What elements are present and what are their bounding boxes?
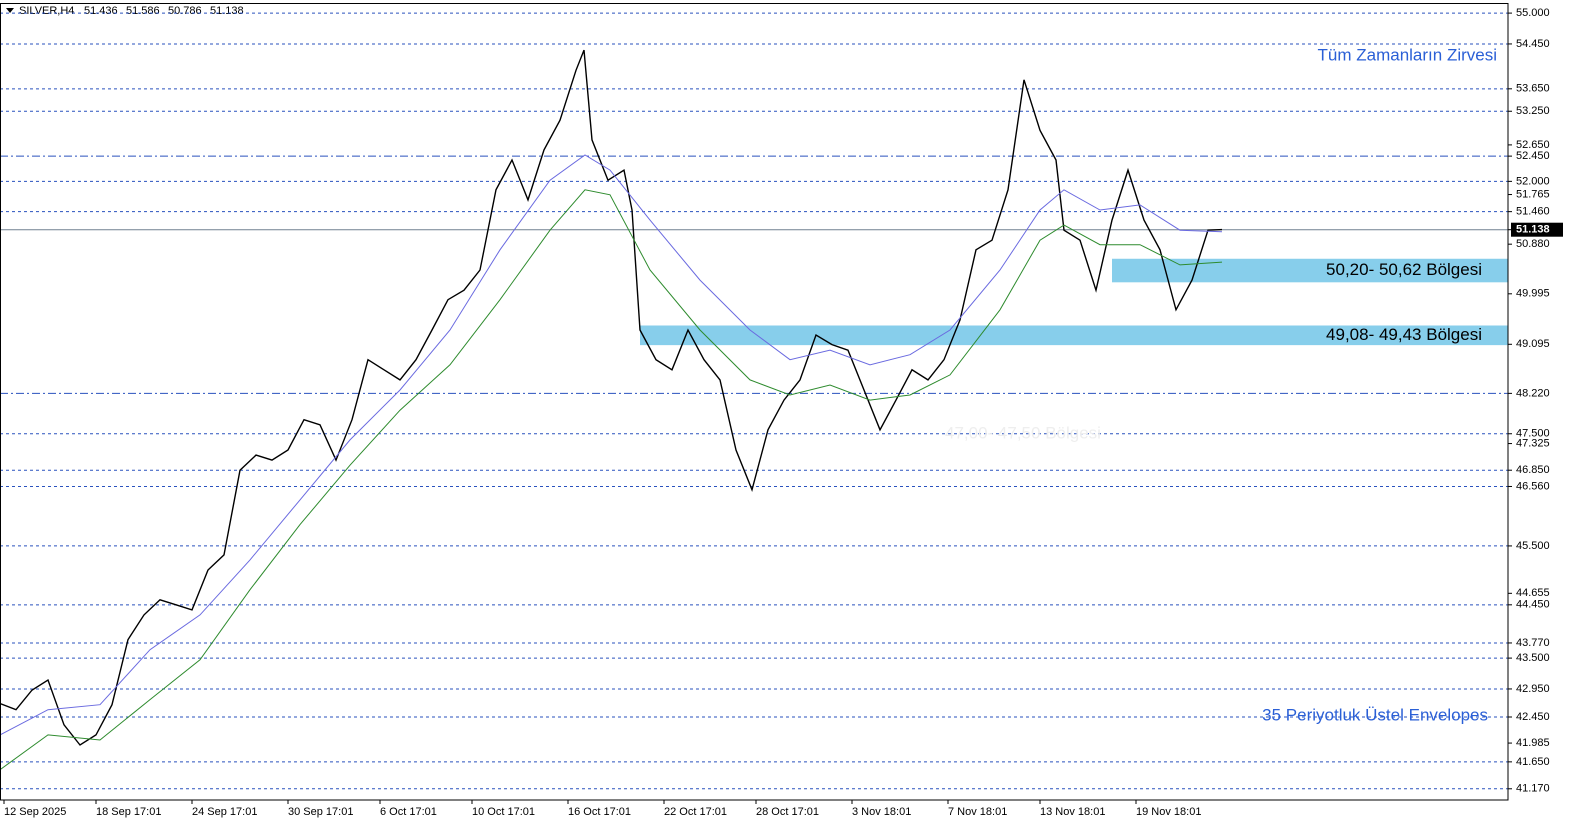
y-tick-label: 47.500 bbox=[1516, 428, 1550, 440]
chart-title: SILVER,H4 bbox=[19, 5, 74, 17]
y-tick-label: 49.995 bbox=[1516, 288, 1550, 300]
x-tick-label: 22 Oct 17:01 bbox=[664, 806, 727, 818]
y-tick-label: 42.950 bbox=[1516, 683, 1550, 695]
collapse-arrow bbox=[6, 8, 14, 13]
ohlc-value: 51.138 bbox=[210, 5, 244, 17]
y-tick-label: 53.250 bbox=[1516, 105, 1550, 117]
x-tick-label: 28 Oct 17:01 bbox=[756, 806, 819, 818]
y-tick-label: 51.460 bbox=[1516, 206, 1550, 218]
price-line-series bbox=[0, 49, 1223, 746]
y-tick-label: 55.000 bbox=[1516, 7, 1550, 19]
y-tick-label: 44.655 bbox=[1516, 587, 1550, 599]
y-tick-label: 45.500 bbox=[1516, 540, 1550, 552]
current-price-box bbox=[1511, 222, 1563, 237]
y-tick-label: 49.095 bbox=[1516, 338, 1550, 350]
zone bbox=[1112, 258, 1508, 283]
x-tick-label: 12 Sep 2025 bbox=[4, 806, 66, 818]
y-tick-label: 54.450 bbox=[1516, 38, 1550, 50]
y-tick-label: 46.560 bbox=[1516, 480, 1550, 492]
x-tick-label: 7 Nov 18:01 bbox=[948, 806, 1007, 818]
y-tick-label: 53.650 bbox=[1516, 83, 1550, 95]
x-tick-label: 30 Sep 17:01 bbox=[288, 806, 353, 818]
x-tick-label: 16 Oct 17:01 bbox=[568, 806, 631, 818]
y-tick-label: 46.850 bbox=[1516, 464, 1550, 476]
y-tick-label: 42.450 bbox=[1516, 711, 1550, 723]
ohlc-value: 51.586 bbox=[126, 5, 160, 17]
zone-label: 50,20- 50,62 Bölgesi bbox=[1326, 260, 1482, 279]
price-line-series bbox=[0, 189, 1223, 771]
y-tick-label: 41.985 bbox=[1516, 737, 1550, 749]
y-tick-label: 51.765 bbox=[1516, 188, 1550, 200]
y-tick-label: 44.450 bbox=[1516, 599, 1550, 611]
y-tick-label: 52.650 bbox=[1516, 139, 1550, 151]
x-tick-label: 10 Oct 17:01 bbox=[472, 806, 535, 818]
y-tick-label: 48.220 bbox=[1516, 387, 1550, 399]
y-tick-label: 47.325 bbox=[1516, 437, 1550, 449]
x-tick-label: 24 Sep 17:01 bbox=[192, 806, 257, 818]
x-tick-label: 19 Nov 18:01 bbox=[1136, 806, 1201, 818]
x-tick-label: 6 Oct 17:01 bbox=[380, 806, 437, 818]
y-tick-label: 52.000 bbox=[1516, 175, 1550, 187]
x-tick-label: 13 Nov 18:01 bbox=[1040, 806, 1105, 818]
annotation: 35 Periyotluk Üstel Envelopes bbox=[1262, 705, 1488, 724]
zone bbox=[640, 325, 1508, 346]
y-tick-label: 51.138 bbox=[1516, 224, 1550, 236]
plot-frame bbox=[0, 3, 1509, 801]
x-tick-label: 18 Sep 17:01 bbox=[96, 806, 161, 818]
y-tick-label: 41.170 bbox=[1516, 783, 1550, 795]
y-tick-label: 50.880 bbox=[1516, 238, 1550, 250]
y-tick-label: 52.450 bbox=[1516, 150, 1550, 162]
price-line-series bbox=[0, 154, 1223, 736]
y-tick-label: 43.500 bbox=[1516, 652, 1550, 664]
x-tick-label: 3 Nov 18:01 bbox=[852, 806, 911, 818]
annotation: Tüm Zamanların Zirvesi bbox=[1318, 45, 1497, 64]
ohlc-value: 50.786 bbox=[168, 5, 202, 17]
y-tick-label: 43.770 bbox=[1516, 637, 1550, 649]
annotation: 47,00- 47,50 Bölgesi bbox=[945, 423, 1101, 442]
y-tick-label: 41.650 bbox=[1516, 756, 1550, 768]
ohlc-value: 51.436 bbox=[84, 5, 118, 17]
zone-label: 49,08- 49,43 Bölgesi bbox=[1326, 325, 1482, 344]
